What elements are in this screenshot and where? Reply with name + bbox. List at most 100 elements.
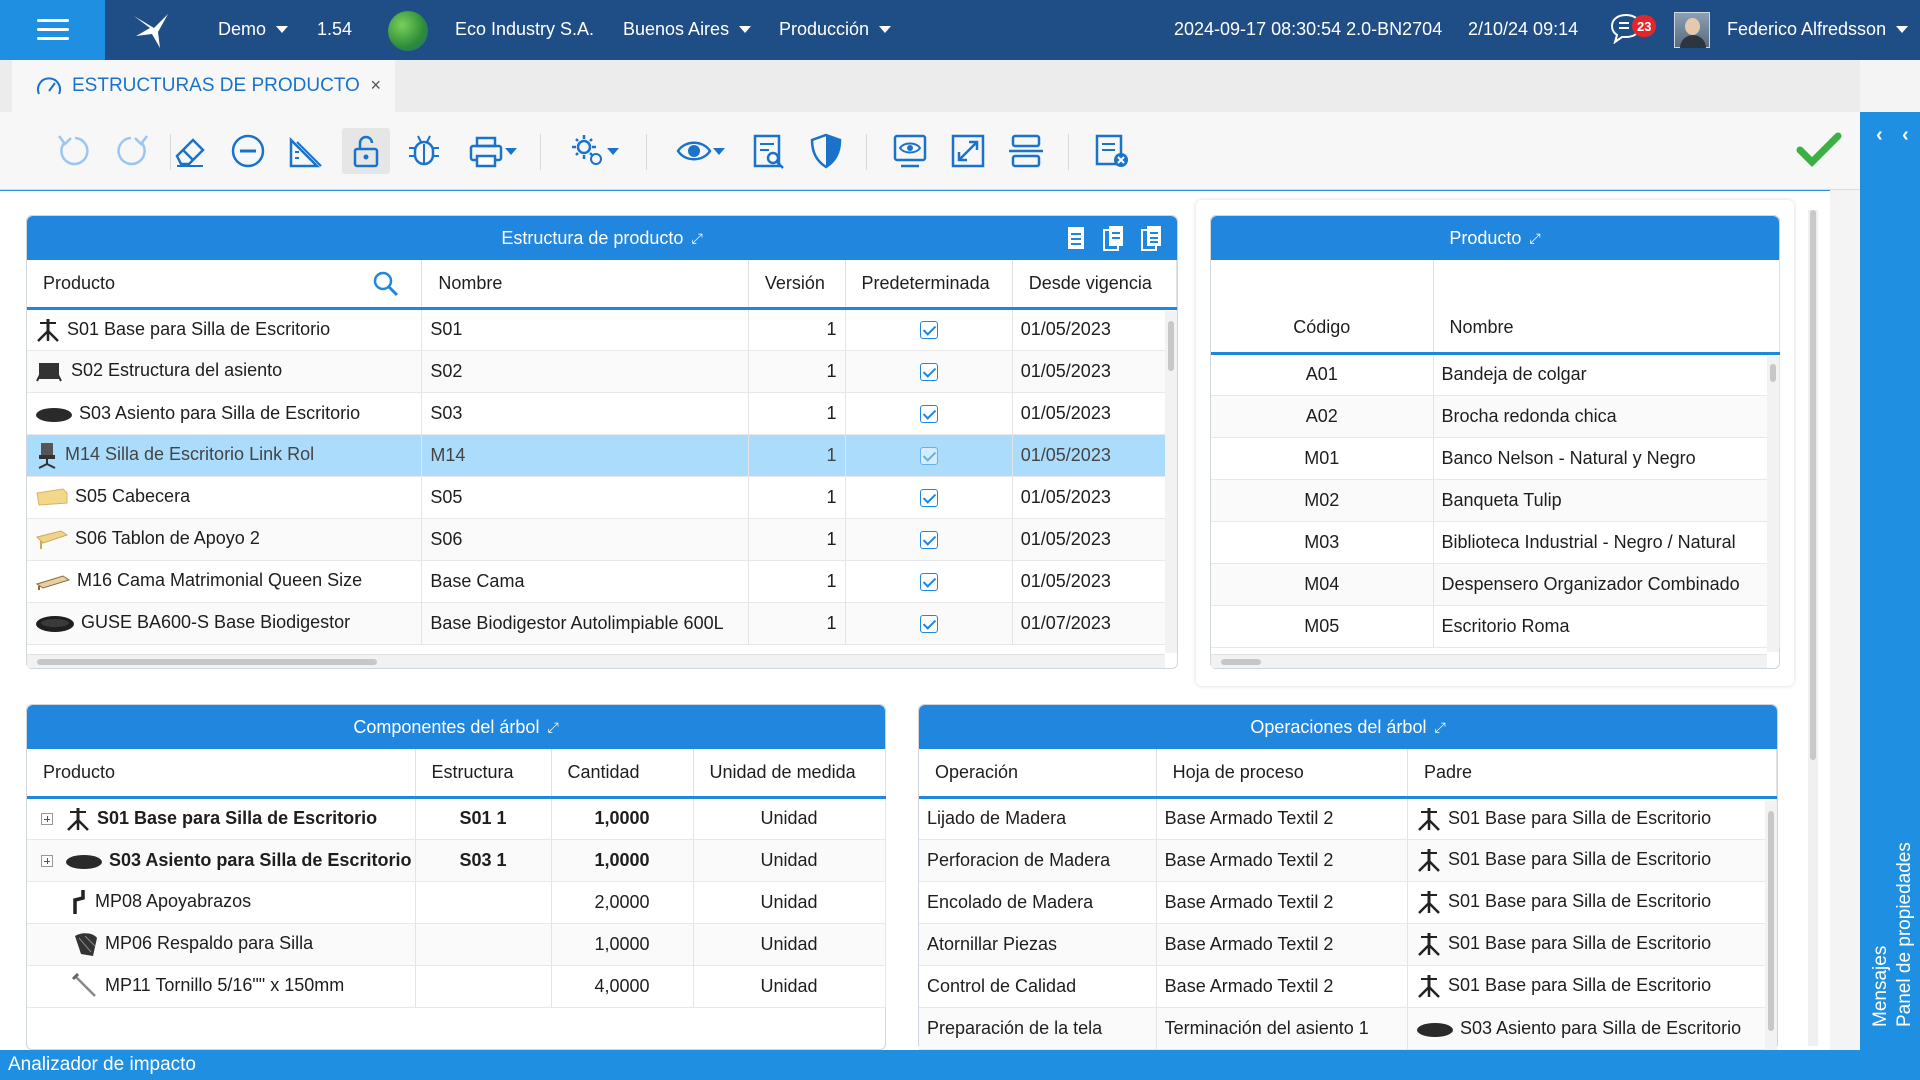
cell-producto: M14 Silla de Escritorio Link Rol: [27, 434, 423, 477]
default-checkbox[interactable]: [919, 404, 938, 423]
remove-button[interactable]: [224, 128, 272, 174]
vertical-scrollbar[interactable]: [1165, 311, 1177, 653]
tree-row[interactable]: MP06 Respaldo para Silla 1,0000 Unidad: [27, 923, 886, 966]
col-hoja-proceso[interactable]: Hoja de proceso: [1156, 749, 1409, 799]
vertical-scrollbar[interactable]: [1767, 356, 1779, 652]
table-row[interactable]: M03 Biblioteca Industrial - Negro / Natu…: [1211, 521, 1780, 564]
table-row[interactable]: Atornillar Piezas Base Armado Textil 2 S…: [919, 923, 1777, 966]
table-row[interactable]: M16 Cama Matrimonial Queen Size Base Cam…: [27, 560, 1178, 603]
col-cantidad[interactable]: Cantidad: [551, 749, 694, 799]
table-row[interactable]: S02 Estructura del asiento S02 1 01/05/2…: [27, 350, 1178, 393]
avatar[interactable]: [1674, 12, 1710, 48]
table-row[interactable]: M05 Escritorio Roma: [1211, 605, 1780, 648]
table-row[interactable]: M14 Silla de Escritorio Link Rol M14 1 0…: [27, 434, 1178, 477]
table-row[interactable]: M01 Banco Nelson - Natural y Negro: [1211, 437, 1780, 480]
horizontal-scrollbar[interactable]: [1211, 654, 1767, 668]
document-icon[interactable]: [1063, 224, 1089, 252]
confirm-check-icon[interactable]: [1796, 130, 1842, 170]
list-cancel-button[interactable]: [1088, 128, 1136, 174]
tree-row[interactable]: S01 Base para Silla de Escritorio S01 1 …: [27, 797, 886, 840]
messages-tab[interactable]: Mensajes: [1870, 945, 1891, 1027]
vertical-scrollbar[interactable]: [1765, 801, 1777, 1051]
chevron-down-icon: [739, 26, 752, 33]
undo-button[interactable]: [50, 128, 98, 174]
table-row[interactable]: A02 Brocha redonda chica: [1211, 395, 1780, 438]
default-checkbox[interactable]: [919, 362, 938, 381]
table-row[interactable]: S05 Cabecera S05 1 01/05/2023: [27, 476, 1178, 519]
col-unidad[interactable]: Unidad de medida: [693, 749, 886, 799]
table-row[interactable]: Perforacion de Madera Base Armado Textil…: [919, 839, 1777, 882]
table-row[interactable]: S01 Base para Silla de Escritorio S01 1 …: [27, 308, 1178, 351]
tree-row[interactable]: S03 Asiento para Silla de Escritorio S03…: [27, 839, 886, 882]
clear-button[interactable]: [166, 128, 214, 174]
expand-node-icon[interactable]: [41, 812, 53, 825]
measure-button[interactable]: [282, 128, 330, 174]
col-nombre[interactable]: Nombre: [1433, 260, 1780, 355]
redo-button[interactable]: [108, 128, 156, 174]
split-button[interactable]: [1002, 128, 1050, 174]
view-button[interactable]: [668, 128, 732, 174]
horizontal-scrollbar[interactable]: [27, 654, 1165, 668]
col-predeterminada[interactable]: Predeterminada: [845, 260, 1013, 310]
default-checkbox[interactable]: [919, 530, 938, 549]
print-button[interactable]: [460, 128, 524, 174]
expand-button[interactable]: [944, 128, 992, 174]
col-estructura[interactable]: Estructura: [415, 749, 552, 799]
expand-icon[interactable]: ⤢: [691, 229, 703, 246]
debug-button[interactable]: [400, 128, 448, 174]
cell-desde-vigencia: 01/05/2023: [1012, 350, 1178, 393]
table-row[interactable]: A01 Bandeja de colgar: [1211, 353, 1780, 396]
col-desde-vigencia[interactable]: Desde vigencia: [1012, 260, 1178, 310]
close-icon[interactable]: ×: [370, 75, 381, 95]
module-selector[interactable]: Producción: [779, 19, 892, 40]
menu-button[interactable]: [0, 0, 105, 60]
search-icon[interactable]: [373, 271, 399, 297]
default-checkbox[interactable]: [919, 614, 938, 633]
table-row[interactable]: GUSE BA600-S Base Biodigestor Base Biodi…: [27, 602, 1178, 645]
col-version[interactable]: Versión: [748, 260, 846, 310]
unlock-button[interactable]: [342, 128, 390, 174]
cell-producto: S05 Cabecera: [27, 476, 423, 519]
table-row[interactable]: M02 Banqueta Tulip: [1211, 479, 1780, 522]
city-selector[interactable]: Buenos Aires: [623, 19, 752, 40]
chevron-left-icon[interactable]: ‹: [1902, 124, 1909, 146]
default-checkbox[interactable]: [919, 321, 938, 340]
col-padre[interactable]: Padre: [1407, 749, 1777, 799]
main-scrollbar[interactable]: [1808, 210, 1818, 1046]
tree-row[interactable]: MP11 Tornillo 5/16"" x 150mm 4,0000 Unid…: [27, 965, 886, 1008]
expand-icon[interactable]: ⤢: [1434, 718, 1446, 735]
default-checkbox[interactable]: [919, 488, 938, 507]
chevron-left-icon[interactable]: ‹: [1876, 124, 1883, 146]
report-button[interactable]: [744, 128, 792, 174]
col-producto[interactable]: Producto: [27, 749, 416, 799]
tree-row[interactable]: MP08 Apoyabrazos 2,0000 Unidad: [27, 881, 886, 924]
documents-icon[interactable]: [1101, 224, 1127, 252]
col-operacion[interactable]: Operación: [919, 749, 1157, 799]
settings-button[interactable]: [562, 128, 626, 174]
default-checkbox[interactable]: [919, 572, 938, 591]
documents-copy-icon[interactable]: [1139, 224, 1165, 252]
table-row[interactable]: Encolado de Madera Base Armado Textil 2 …: [919, 881, 1777, 924]
table-row[interactable]: S06 Tablon de Apoyo 2 S06 1 01/05/2023: [27, 518, 1178, 561]
monitor-button[interactable]: [886, 128, 934, 174]
impact-analyzer-link[interactable]: Analizador de impacto: [8, 1054, 196, 1075]
col-codigo[interactable]: Código: [1211, 260, 1434, 355]
table-row[interactable]: Control de Calidad Base Armado Textil 2 …: [919, 965, 1777, 1008]
expand-icon[interactable]: ⤢: [1529, 229, 1541, 246]
user-menu[interactable]: Federico Alfredsson: [1727, 19, 1909, 40]
table-row[interactable]: M04 Despensero Organizador Combinado: [1211, 563, 1780, 606]
table-row[interactable]: S03 Asiento para Silla de Escritorio S03…: [27, 392, 1178, 435]
default-checkbox[interactable]: [919, 446, 938, 465]
env-selector[interactable]: Demo: [218, 19, 289, 40]
cell-desde-vigencia: 01/05/2023: [1012, 476, 1178, 519]
producto-table: Código Nombre A01 Bandeja de colgar A02 …: [1211, 260, 1780, 648]
properties-tab[interactable]: Panel de propiedades: [1894, 842, 1915, 1027]
shield-button[interactable]: [802, 128, 850, 174]
col-nombre[interactable]: Nombre: [421, 260, 749, 310]
tab-estructuras[interactable]: ESTRUCTURAS DE PRODUCTO ×: [12, 60, 395, 112]
table-row[interactable]: Preparación de la tela Terminación del a…: [919, 1007, 1777, 1050]
expand-node-icon[interactable]: [41, 854, 53, 867]
table-row[interactable]: Lijado de Madera Base Armado Textil 2 S0…: [919, 797, 1777, 840]
col-producto[interactable]: Producto: [27, 260, 423, 310]
expand-icon[interactable]: ⤢: [547, 718, 559, 735]
